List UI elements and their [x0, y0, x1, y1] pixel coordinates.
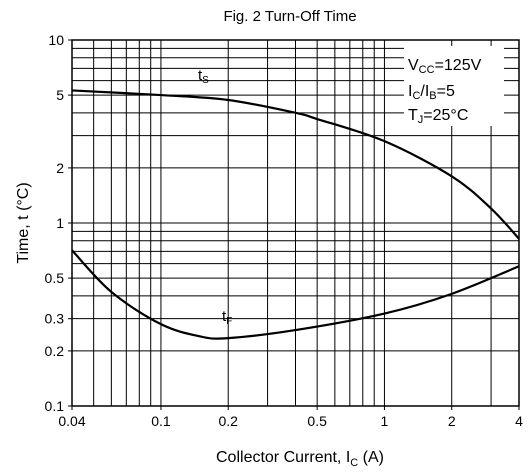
chart-title: Fig. 2 Turn-Off Time	[223, 8, 356, 25]
x-tick-label: 0.04	[58, 413, 85, 429]
series-label: tS	[198, 67, 209, 86]
series-label-name: t	[198, 67, 203, 84]
series-label-name: t	[222, 308, 227, 325]
y-tick-label: 0.1	[45, 398, 65, 414]
x-tick-label: 2	[448, 413, 456, 429]
annotation: TJ=25°C	[408, 107, 468, 126]
annotation-tail: =25°C	[423, 107, 468, 124]
series-label-sub: S	[202, 75, 209, 86]
x-axis-label-text: Collector Current, I	[216, 449, 350, 466]
series-line	[71, 249, 520, 340]
annotation-tail: =125V	[435, 57, 482, 74]
annotation-text: I	[408, 83, 412, 100]
annotation-sub: C	[412, 90, 420, 102]
annotation-sub: CC	[419, 64, 435, 76]
y-axis-label: Time, t (°C)	[15, 182, 32, 263]
x-tick-label: 4	[515, 413, 523, 429]
annotation: VCC=125V	[408, 57, 482, 76]
annotation-sub: B	[429, 90, 436, 102]
y-tick-label: 2	[56, 160, 64, 176]
annotation-text: V	[408, 57, 419, 74]
y-tick-label: 1	[56, 215, 64, 231]
x-axis-label-sub: C	[350, 457, 358, 469]
y-tick-label: 0.5	[45, 270, 65, 286]
y-tick-label: 0.2	[45, 343, 65, 359]
x-tick-label: 0.1	[151, 413, 171, 429]
annotation-box	[404, 46, 504, 126]
annotation-tail: /I	[420, 83, 429, 100]
x-tick-label: 0.5	[307, 413, 327, 429]
x-axis-label-tail: (A)	[358, 449, 384, 466]
series-label: tF	[222, 308, 232, 327]
annotation: IC/IB=5	[408, 83, 455, 102]
annotation-sub: J	[418, 114, 424, 126]
x-tick-label: 0.2	[218, 413, 238, 429]
y-tick-label: 0.3	[45, 311, 65, 327]
y-tick-label: 10	[48, 32, 64, 48]
y-tick-label: 5	[56, 87, 64, 103]
annotation-tail: =5	[437, 83, 455, 100]
series-line	[71, 89, 520, 240]
x-axis-label: Collector Current, IC (A)	[216, 449, 384, 469]
annotation-text: T	[408, 107, 418, 124]
x-tick-label: 1	[381, 413, 389, 429]
series-label-sub: F	[226, 316, 232, 327]
